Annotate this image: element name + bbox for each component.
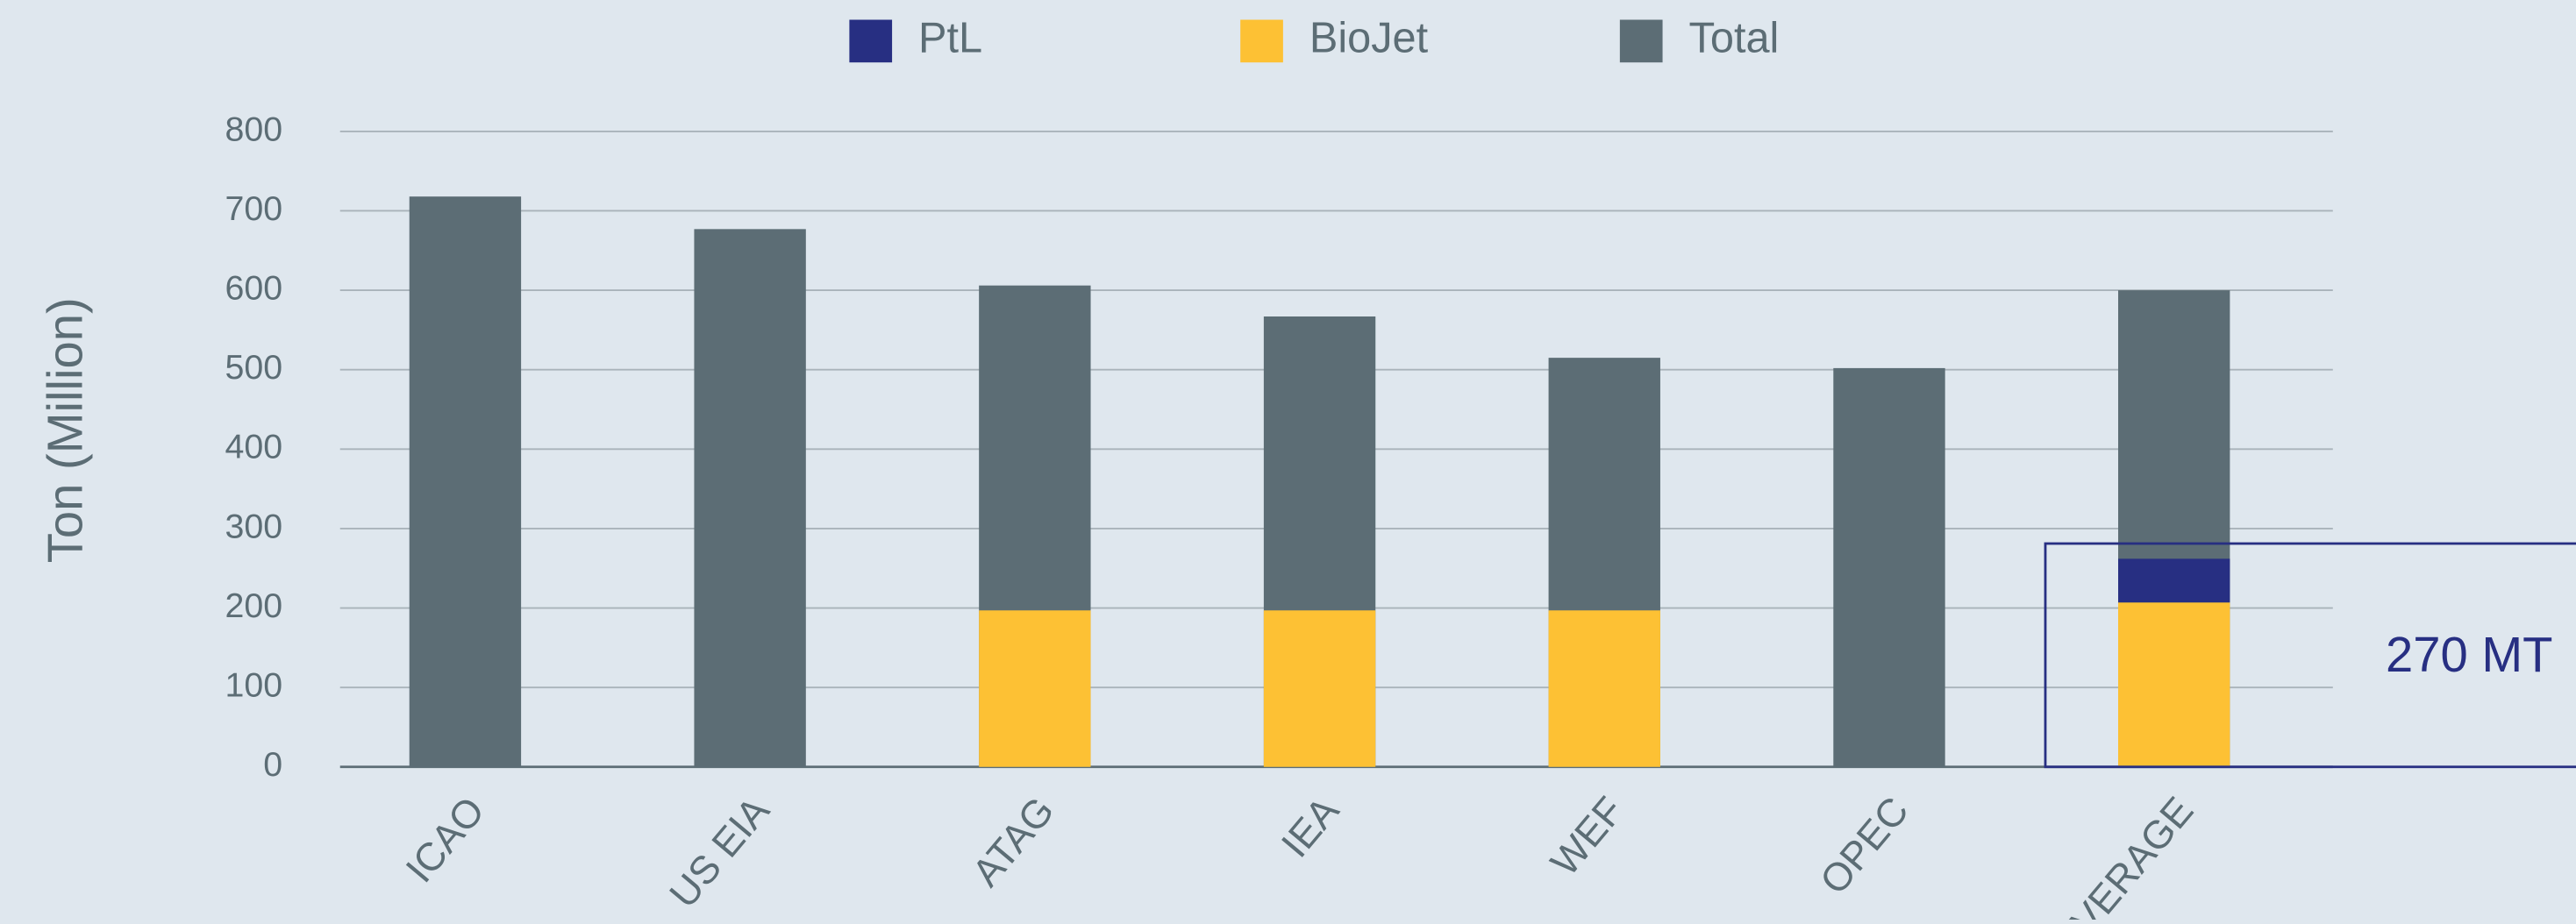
legend-swatch bbox=[1240, 19, 1283, 63]
annotation: 270 MT bbox=[2386, 627, 2552, 682]
x-tick-label: AVERAGE bbox=[2047, 788, 2202, 920]
annotation-box bbox=[2044, 542, 2576, 769]
y-tick-label: 200 bbox=[225, 586, 283, 625]
bar bbox=[409, 196, 522, 767]
y-tick-label: 700 bbox=[225, 189, 283, 228]
bar bbox=[2118, 602, 2230, 767]
x-tick-label: IEA bbox=[1273, 788, 1348, 865]
bar bbox=[979, 610, 1091, 767]
y-tick-label: 800 bbox=[225, 110, 283, 148]
bar bbox=[2118, 558, 2230, 603]
y-tick-label: 600 bbox=[225, 268, 283, 307]
x-tick-label: WEF bbox=[1542, 788, 1632, 884]
bar bbox=[1833, 367, 1945, 767]
y-tick-label: 300 bbox=[225, 507, 283, 545]
y-tick-label: 400 bbox=[225, 428, 283, 466]
legend-label: PtL bbox=[918, 15, 982, 62]
x-tick-label: ICAO bbox=[396, 788, 493, 891]
bar bbox=[1548, 610, 1660, 767]
x-tick-label: OPEC bbox=[1811, 788, 1917, 902]
legend-swatch bbox=[1619, 19, 1663, 63]
legend-label: Total bbox=[1689, 15, 1780, 62]
legend-label: BioJet bbox=[1309, 15, 1429, 62]
legend-swatch bbox=[849, 19, 893, 63]
x-tick-label: ATAG bbox=[963, 788, 1062, 894]
bar bbox=[1263, 610, 1376, 767]
y-tick-label: 0 bbox=[263, 745, 282, 784]
y-tick-label: 500 bbox=[225, 348, 283, 387]
x-tick-label: US EIA bbox=[660, 788, 778, 916]
y-axis-label: Ton (Million) bbox=[38, 297, 93, 563]
bar bbox=[694, 229, 806, 767]
y-tick-label: 100 bbox=[225, 666, 283, 705]
